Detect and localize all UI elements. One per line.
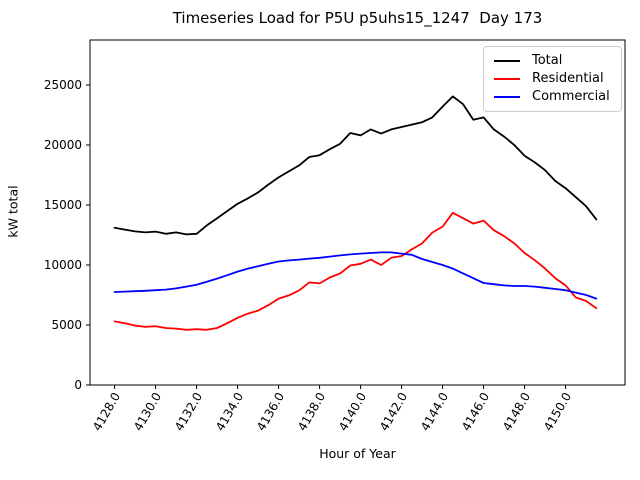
axes-spines bbox=[89, 39, 626, 386]
legend-label: Total bbox=[532, 53, 563, 68]
y-tick-label: 15000 bbox=[43, 198, 82, 212]
series-line-total bbox=[113, 95, 598, 236]
y-tick-label: 5000 bbox=[51, 318, 82, 332]
series-line-commercial bbox=[113, 251, 598, 300]
chart-title: Timeseries Load for P5U p5uhs15_1247 Day… bbox=[172, 9, 543, 27]
series-line-residential bbox=[113, 211, 598, 331]
legend-item-total: Total bbox=[494, 52, 613, 70]
legend-line-swatch bbox=[494, 60, 520, 62]
legend-line-swatch bbox=[494, 78, 520, 80]
x-axis-label: Hour of Year bbox=[319, 446, 396, 461]
y-tick-label: 0 bbox=[74, 378, 82, 392]
legend-label: Residential bbox=[532, 71, 604, 86]
y-tick-label: 20000 bbox=[43, 138, 82, 152]
legend: Total Residential Commercial bbox=[483, 46, 622, 112]
legend-label: Commercial bbox=[532, 89, 610, 104]
legend-line-swatch bbox=[494, 96, 520, 98]
y-tick-label: 10000 bbox=[43, 258, 82, 272]
y-tick-label: 25000 bbox=[43, 78, 82, 92]
legend-item-commercial: Commercial bbox=[494, 88, 613, 106]
legend-item-residential: Residential bbox=[494, 70, 613, 88]
